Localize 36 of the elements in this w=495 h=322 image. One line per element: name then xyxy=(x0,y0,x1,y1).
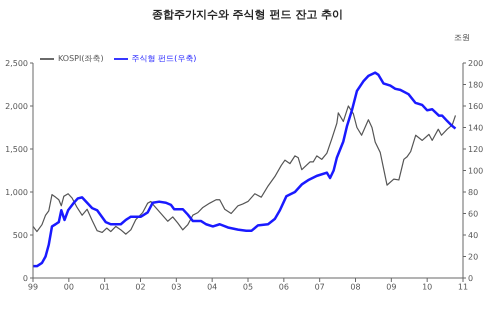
y-tick-label: 2,000 xyxy=(5,102,28,111)
y2-tick-label: 140 xyxy=(468,123,484,132)
x-tick-label: 03 xyxy=(171,282,182,292)
y2-tick-label: 40 xyxy=(468,230,478,240)
x-tick-label: 99 xyxy=(28,282,38,292)
line-series xyxy=(33,71,457,268)
y-tick-label: 2,500 xyxy=(5,58,28,68)
legend-label: KOSPI(좌축) xyxy=(58,54,104,64)
x-tick-label: 08 xyxy=(350,282,361,292)
y-tick-label: 500 xyxy=(12,230,28,240)
x-tick-label: 05 xyxy=(242,282,254,292)
x-tick-label: 00 xyxy=(64,282,74,292)
chart-title: 종합주가지수와 주식형 펀드 잔고 추이 xyxy=(150,7,344,22)
legend-label: 주식형 펀드(우축) xyxy=(132,54,196,64)
x-tick-label: 01 xyxy=(100,282,110,292)
y2-tick-label: 180 xyxy=(468,80,484,90)
y-tick-label: 1,000 xyxy=(5,188,28,197)
y-tick-label: 0 xyxy=(22,274,28,283)
y-tick-label: 1,500 xyxy=(5,144,28,154)
y2-tick-label: 100 xyxy=(468,166,484,176)
y2-tick-label: 120 xyxy=(468,144,484,154)
y2-axis-title: 조원 xyxy=(454,32,470,43)
x-tick-label: 11 xyxy=(458,282,468,292)
x-tick-label: 02 xyxy=(135,282,146,292)
x-tick-label: 07 xyxy=(314,282,325,292)
line-series xyxy=(33,105,456,235)
y2-tick-label: 0 xyxy=(468,274,474,283)
x-tick-label: 04 xyxy=(207,282,218,292)
y2-tick-label: 160 xyxy=(468,102,484,111)
y2-tick-label: 80 xyxy=(468,188,478,197)
x-tick-label: 10 xyxy=(422,282,432,292)
x-tick-label: 06 xyxy=(278,282,289,292)
y2-tick-label: 60 xyxy=(468,209,478,218)
x-tick-label: 09 xyxy=(386,282,396,292)
y2-tick-label: 20 xyxy=(468,252,478,262)
y2-tick-label: 200 xyxy=(468,58,484,68)
